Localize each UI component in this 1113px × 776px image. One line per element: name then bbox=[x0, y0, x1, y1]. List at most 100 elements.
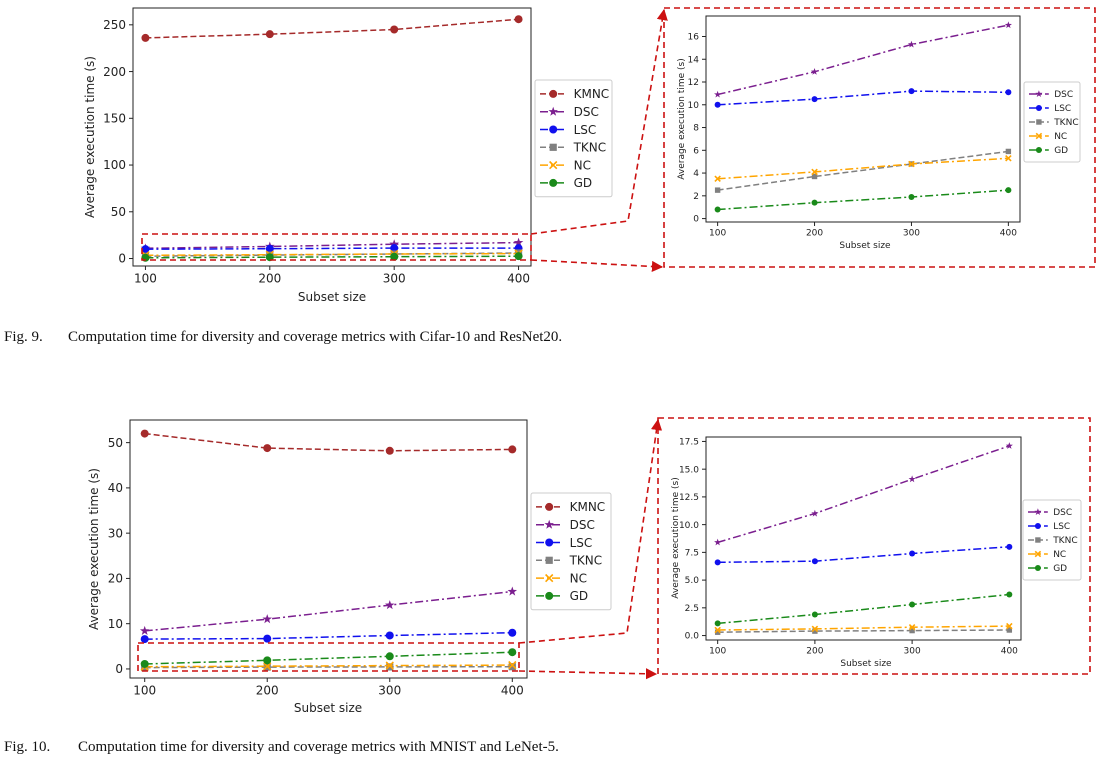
data-point-nc bbox=[908, 160, 915, 168]
legend-label-tknc: TKNC bbox=[1052, 536, 1077, 546]
data-point-nc bbox=[908, 623, 916, 631]
fig10-caption-text: Computation time for diversity and cover… bbox=[78, 739, 559, 755]
y-tick-label: 50 bbox=[108, 436, 123, 450]
series-lsc bbox=[141, 244, 523, 254]
series-gd bbox=[140, 648, 517, 668]
data-point-tknc bbox=[1005, 148, 1012, 155]
data-point-gd bbox=[1005, 187, 1012, 194]
y-tick-label: 17.5 bbox=[679, 438, 699, 448]
x-tick-label: 200 bbox=[256, 684, 279, 698]
legend-marker-lsc bbox=[545, 538, 554, 547]
series-gd bbox=[714, 187, 1012, 213]
legend-label-gd: GD bbox=[1053, 564, 1067, 574]
data-point-lsc bbox=[909, 550, 916, 557]
legend: KMNC DSC LSC TKNC NC GD bbox=[534, 79, 613, 198]
x-tick-label: 100 bbox=[133, 684, 156, 698]
legend-label-dsc: DSC bbox=[1053, 508, 1072, 518]
legend: DSC LSC TKNC NC GD bbox=[1022, 499, 1082, 581]
legend-marker-tknc bbox=[549, 143, 557, 151]
x-tick-label: 200 bbox=[806, 228, 823, 238]
series-nc bbox=[714, 622, 1013, 634]
fig9-caption: Fig. 9. Computation time for diversity an… bbox=[4, 329, 562, 346]
legend-box bbox=[1023, 81, 1081, 163]
legend-label-lsc: LSC bbox=[570, 536, 593, 550]
series-lsc bbox=[714, 88, 1012, 108]
data-point-nc bbox=[1005, 154, 1012, 162]
fig10-main-chart: 0 10 20 30 40 50 100 200 300 400 Subset size Averag… bbox=[87, 419, 612, 715]
fig9-caption-number: Fig. 9. bbox=[4, 329, 43, 345]
legend-marker-tknc bbox=[1035, 537, 1041, 543]
data-point-lsc bbox=[811, 558, 818, 565]
data-point-tknc bbox=[812, 628, 818, 634]
fig10-zoom-target-box bbox=[657, 417, 1091, 675]
data-point-gd bbox=[714, 206, 721, 213]
data-point-lsc bbox=[390, 244, 399, 253]
series-dsc bbox=[139, 586, 518, 635]
x-tick-label: 300 bbox=[904, 646, 921, 656]
data-point-lsc bbox=[1006, 543, 1013, 550]
legend-marker-tknc bbox=[545, 556, 553, 564]
y-tick-label: 100 bbox=[103, 158, 126, 172]
legend-marker-kmnc bbox=[545, 502, 554, 511]
x-tick-label: 200 bbox=[258, 272, 281, 286]
y-tick-label: 5.0 bbox=[685, 576, 700, 586]
y-tick-label: 15.0 bbox=[679, 465, 699, 475]
y-tick-label: 50 bbox=[111, 205, 126, 219]
legend-label-gd: GD bbox=[574, 176, 593, 190]
legend-label-tknc: TKNC bbox=[569, 554, 603, 568]
x-tick-label: 400 bbox=[507, 272, 530, 286]
fig9-caption-text: Computation time for diversity and cover… bbox=[68, 329, 563, 345]
series-line-gd bbox=[717, 189, 1009, 211]
series-line-lsc bbox=[145, 247, 519, 250]
legend-label-lsc: LSC bbox=[1053, 522, 1070, 532]
y-tick-label: 6 bbox=[693, 146, 699, 156]
data-point-dsc bbox=[1004, 21, 1012, 29]
data-point-gd bbox=[508, 648, 517, 657]
x-axis-label: Subset size bbox=[294, 701, 362, 715]
fig9-zoom-source-box bbox=[141, 233, 532, 261]
data-point-gd bbox=[811, 611, 818, 618]
fig9-zoom-target-box bbox=[663, 7, 1096, 268]
x-tick-label: 100 bbox=[134, 272, 157, 286]
data-point-nc bbox=[508, 660, 517, 670]
x-tick-label: 300 bbox=[903, 228, 920, 238]
series-line-kmnc bbox=[145, 18, 519, 39]
x-tick-label: 100 bbox=[709, 646, 726, 656]
legend-label-dsc: DSC bbox=[570, 518, 595, 532]
y-axis-label: Average execution time (s) bbox=[677, 58, 687, 179]
series-kmnc bbox=[140, 429, 517, 455]
fig9-main-chart: 0 50 100 150 200 250 100 200 300 400 Subset size Av… bbox=[83, 7, 613, 304]
y-tick-label: 10 bbox=[688, 101, 700, 111]
data-point-tknc bbox=[909, 627, 915, 634]
data-point-tknc bbox=[1006, 627, 1013, 633]
data-point-tknc bbox=[508, 663, 516, 671]
y-tick-label: 0 bbox=[118, 252, 126, 266]
plot-area-frame bbox=[705, 15, 1021, 223]
data-point-lsc bbox=[714, 101, 721, 108]
data-point-gd bbox=[714, 620, 721, 627]
data-point-dsc bbox=[908, 475, 916, 483]
legend-marker-dsc bbox=[548, 106, 558, 116]
plot-area-frame bbox=[132, 7, 532, 267]
series-line-lsc bbox=[717, 546, 1010, 564]
x-tick-label: 400 bbox=[1000, 228, 1017, 238]
series-tknc bbox=[714, 627, 1013, 635]
legend-marker-gd bbox=[545, 591, 554, 600]
x-tick-label: 400 bbox=[1001, 646, 1018, 656]
plot-area-frame bbox=[705, 436, 1022, 641]
y-tick-label: 0.0 bbox=[685, 632, 700, 642]
legend-marker-nc bbox=[549, 160, 558, 170]
series-dsc bbox=[714, 21, 1012, 98]
data-point-dsc bbox=[714, 90, 722, 98]
series-line-lsc bbox=[144, 631, 513, 640]
data-point-nc bbox=[714, 175, 721, 183]
data-point-gd bbox=[514, 252, 523, 261]
y-tick-label: 150 bbox=[103, 112, 126, 126]
legend-label-gd: GD bbox=[570, 589, 589, 603]
series-line-gd bbox=[717, 593, 1010, 625]
legend-label-dsc: DSC bbox=[1054, 90, 1073, 100]
data-point-lsc bbox=[141, 245, 150, 254]
data-point-nc bbox=[811, 625, 819, 633]
legend-marker-gd bbox=[1034, 565, 1041, 571]
